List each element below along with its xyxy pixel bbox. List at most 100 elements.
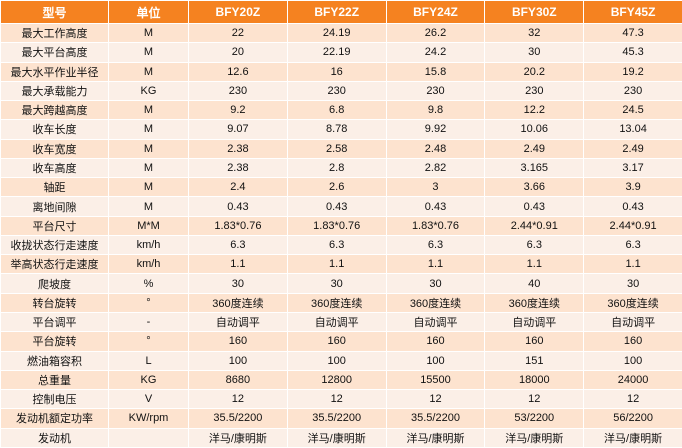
row-unit: KW/rpm: [108, 408, 189, 429]
row-unit: M: [108, 157, 189, 179]
header-model-0: BFY20Z: [188, 0, 288, 24]
row-unit: KG: [108, 369, 189, 391]
table-cell: 洋马/康明斯: [286, 427, 387, 448]
row-unit: M: [108, 22, 189, 44]
table-cell: 12.2: [484, 100, 585, 121]
table-cell: 1.83*0.76: [385, 215, 486, 236]
table-cell: 0.43: [484, 196, 585, 217]
row-unit: °: [108, 331, 189, 352]
row-unit: M: [108, 119, 189, 140]
table-cell: 2.49: [484, 138, 585, 159]
table-cell: 53/2200: [484, 408, 585, 429]
table-cell: 100: [286, 350, 387, 371]
table-cell: 230: [484, 80, 585, 102]
table-cell: 100: [188, 350, 288, 371]
table-cell: 13.04: [583, 119, 682, 140]
row-unit: -: [108, 311, 189, 333]
row-label: 最大工作高度: [0, 22, 109, 44]
table-cell: 1.1: [286, 254, 387, 275]
table-cell: 35.5/2200: [188, 408, 288, 429]
table-row: 总重量 KG 8680 12800 15500 18000 24000: [0, 369, 682, 391]
table-row: 发动机 洋马/康明斯 洋马/康明斯 洋马/康明斯 洋马/康明斯 洋马/康明斯: [0, 427, 682, 448]
table-cell: 0.43: [583, 196, 682, 217]
table-cell: 24.19: [286, 22, 387, 44]
table-row: 最大水平作业半径 M 12.6 16 15.8 20.2 19.2: [0, 61, 682, 82]
table-cell: 自动调平: [484, 311, 585, 333]
table-cell: 自动调平: [583, 311, 682, 333]
table-cell: 12800: [286, 369, 387, 391]
row-unit: km/h: [108, 254, 189, 275]
row-label: 举高状态行走速度: [0, 254, 109, 275]
row-label: 收车长度: [0, 119, 109, 140]
table-row: 收车长度 M 9.07 8.78 9.92 10.06 13.04: [0, 119, 682, 140]
table-cell: 12: [188, 389, 288, 410]
table-cell: 洋马/康明斯: [484, 427, 585, 448]
table-cell: 360度连续: [385, 292, 486, 313]
table-row: 收车宽度 M 2.38 2.58 2.48 2.49 2.49: [0, 138, 682, 159]
row-unit: km/h: [108, 234, 189, 256]
table-row: 转台旋转 ° 360度连续 360度连续 360度连续 360度连续 360度连续: [0, 292, 682, 313]
table-cell: 8680: [188, 369, 288, 391]
table-cell: 6.3: [385, 234, 486, 256]
table-cell: 1.1: [385, 254, 486, 275]
table-row: 举高状态行走速度 km/h 1.1 1.1 1.1 1.1 1.1: [0, 254, 682, 275]
row-label: 收车宽度: [0, 138, 109, 159]
table-cell: 0.43: [385, 196, 486, 217]
table-row: 收车高度 M 2.38 2.8 2.82 3.165 3.17: [0, 157, 682, 179]
row-label: 发动机额定功率: [0, 408, 109, 429]
header-row: 型号 单位 BFY20Z BFY22Z BFY24Z BFY30Z BFY45Z: [0, 0, 682, 24]
row-unit: [108, 427, 189, 448]
table-cell: 15500: [385, 369, 486, 391]
table-cell: 1.83*0.76: [286, 215, 387, 236]
table-row: 平台旋转 ° 160 160 160 160 160: [0, 331, 682, 352]
table-cell: 35.5/2200: [385, 408, 486, 429]
row-unit: °: [108, 292, 189, 313]
table-cell: 12: [583, 389, 682, 410]
table-cell: 3.165: [484, 157, 585, 179]
row-unit: M: [108, 196, 189, 217]
table-cell: 12: [286, 389, 387, 410]
table-cell: 360度连续: [583, 292, 682, 313]
table-row: 最大工作高度 M 22 24.19 26.2 32 47.3: [0, 22, 682, 44]
row-label: 发动机: [0, 427, 109, 448]
table-row: 最大平台高度 M 20 22.19 24.2 30 45.3: [0, 42, 682, 63]
table-cell: 16: [286, 61, 387, 82]
table-cell: 3.17: [583, 157, 682, 179]
row-unit: M: [108, 42, 189, 63]
table-cell: 22.19: [286, 42, 387, 63]
table-cell: 15.8: [385, 61, 486, 82]
table-cell: 30: [385, 273, 486, 294]
table-row: 离地间隙 M 0.43 0.43 0.43 0.43 0.43: [0, 196, 682, 217]
table-cell: 100: [385, 350, 486, 371]
table-cell: 2.4: [188, 177, 288, 198]
table-cell: 6.3: [484, 234, 585, 256]
table-cell: 9.07: [188, 119, 288, 140]
table-cell: 18000: [484, 369, 585, 391]
table-cell: 230: [583, 80, 682, 102]
table-cell: 360度连续: [286, 292, 387, 313]
table-cell: 自动调平: [385, 311, 486, 333]
table-cell: 30: [583, 273, 682, 294]
table-cell: 1.83*0.76: [188, 215, 288, 236]
row-label: 爬坡度: [0, 273, 109, 294]
table-cell: 9.92: [385, 119, 486, 140]
table-body: 最大工作高度 M 22 24.19 26.2 32 47.3 最大平台高度 M 20 22.19 24…: [0, 22, 682, 448]
table-cell: 35.5/2200: [286, 408, 387, 429]
table-cell: 22: [188, 22, 288, 44]
header-model-1: BFY22Z: [286, 0, 387, 24]
table-row: 收拢状态行走速度 km/h 6.3 6.3 6.3 6.3 6.3: [0, 234, 682, 256]
table-cell: 230: [385, 80, 486, 102]
table-cell: 2.58: [286, 138, 387, 159]
row-unit: M: [108, 138, 189, 159]
table-cell: 洋马/康明斯: [188, 427, 288, 448]
row-label: 最大跨越高度: [0, 100, 109, 121]
table-cell: 9.2: [188, 100, 288, 121]
row-unit: M*M: [108, 215, 189, 236]
table-cell: 360度连续: [188, 292, 288, 313]
table-cell: 3.9: [583, 177, 682, 198]
table-cell: 30: [188, 273, 288, 294]
header-unit: 单位: [108, 0, 189, 24]
table-cell: 2.6: [286, 177, 387, 198]
table-cell: 洋马/康明斯: [385, 427, 486, 448]
row-unit: M: [108, 100, 189, 121]
